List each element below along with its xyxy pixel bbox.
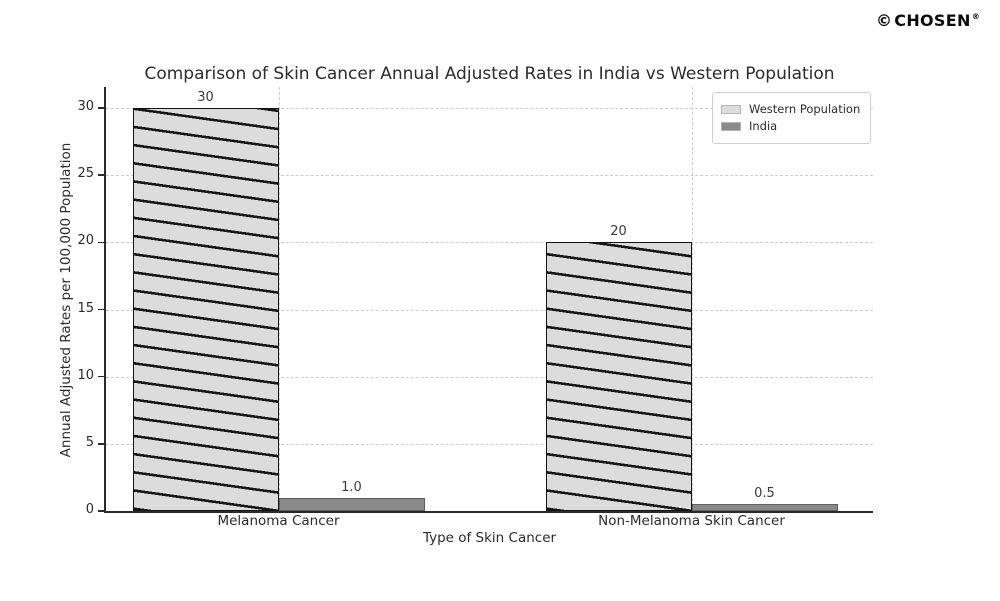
y-axis-spine	[104, 87, 106, 513]
chart-title: Comparison of Skin Cancer Annual Adjuste…	[144, 64, 835, 84]
gridline-horizontal	[106, 443, 873, 445]
plot-area: 30 20 1.0 0.5	[104, 87, 873, 513]
y-tick	[98, 443, 104, 445]
gridline-horizontal	[106, 242, 873, 244]
legend-item: Western Population	[721, 102, 860, 116]
y-tick-label: 0	[85, 502, 94, 517]
legend-label: India	[749, 119, 778, 133]
bar-value-label: 20	[610, 224, 627, 240]
bar-india	[278, 497, 425, 511]
y-tick-label: 20	[77, 233, 94, 249]
y-tick-label: 15	[77, 300, 94, 316]
gridline-horizontal	[106, 108, 873, 109]
y-tick	[98, 510, 104, 512]
x-axis-spine	[104, 511, 873, 513]
x-tick-label: Melanoma Cancer	[217, 513, 340, 529]
legend: Western Population India	[712, 92, 872, 144]
copyright-icon: ©	[875, 11, 893, 30]
bar-india	[691, 504, 838, 511]
registered-trademark-icon: ®	[971, 11, 980, 21]
y-tick-label: 30	[77, 99, 94, 114]
legend-item: India	[721, 119, 860, 133]
gridline-vertical	[691, 87, 693, 511]
gridline-horizontal	[106, 309, 873, 311]
legend-swatch	[721, 121, 741, 131]
x-tick-label: Non-Melanoma Skin Cancer	[598, 513, 785, 529]
y-tick	[98, 107, 104, 109]
x-axis-title: Type of Skin Cancer	[422, 530, 557, 546]
bar-western-population	[545, 242, 692, 511]
bar-value-label: 30	[197, 90, 214, 105]
bar-western-population	[132, 108, 279, 511]
y-tick	[98, 241, 104, 244]
gridline-horizontal	[106, 175, 873, 177]
bar-value-label: 1.0	[341, 479, 362, 495]
gridline-vertical	[278, 87, 280, 511]
gridline-horizontal	[106, 376, 873, 378]
y-tick-label: 10	[77, 367, 94, 383]
bar-value-label: 0.5	[754, 486, 775, 502]
y-tick-label: 25	[77, 166, 94, 182]
legend-items: Western Population India	[721, 102, 860, 133]
y-tick	[98, 375, 104, 378]
legend-label: Western Population	[749, 102, 861, 116]
brand-name: CHOSEN	[894, 11, 971, 30]
y-tick	[98, 308, 104, 311]
y-tick	[98, 174, 104, 176]
brand-logo: © CHOSEN®	[875, 11, 980, 30]
legend-swatch	[721, 104, 741, 114]
y-tick-label: 5	[85, 434, 94, 450]
